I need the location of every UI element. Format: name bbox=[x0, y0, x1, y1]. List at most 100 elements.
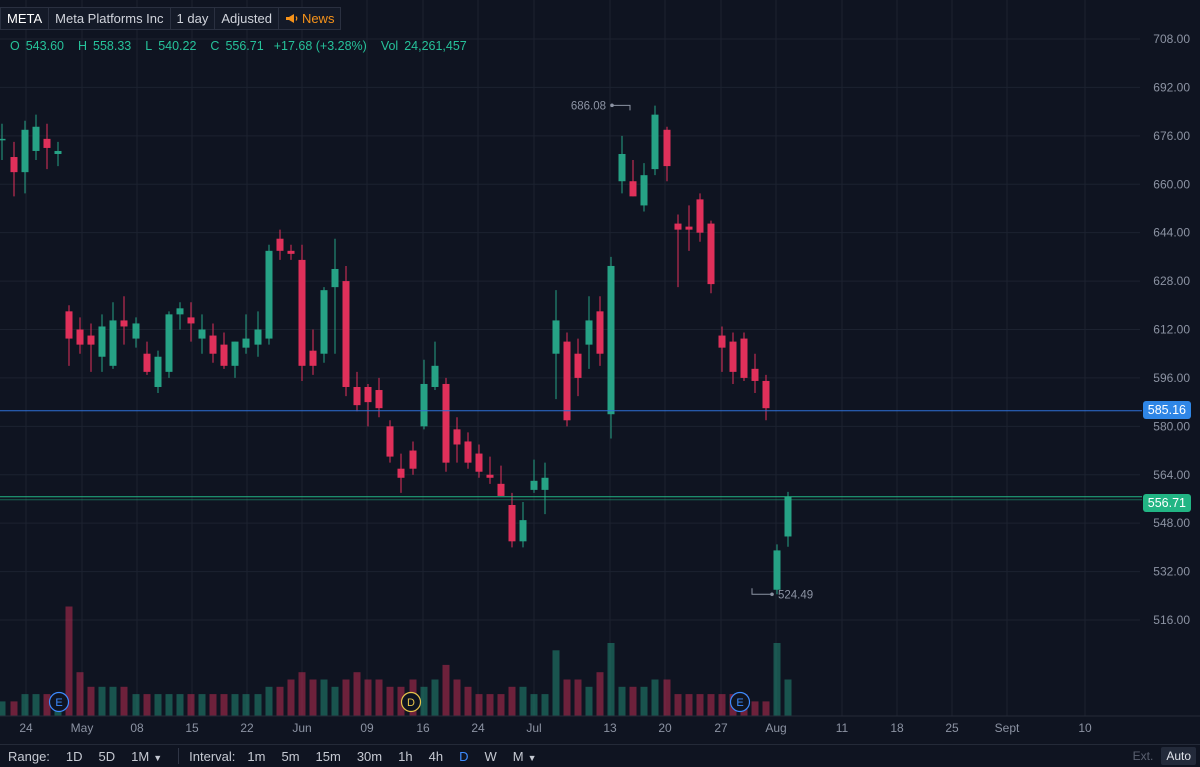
interval-30m[interactable]: 30m bbox=[356, 748, 383, 764]
interval-1h[interactable]: 1h bbox=[398, 748, 413, 764]
grid bbox=[0, 0, 1140, 716]
volume-bar bbox=[132, 694, 140, 716]
annotations: 686.08 524.49 bbox=[571, 100, 813, 601]
volume-bar bbox=[76, 672, 84, 716]
volume-bar bbox=[762, 701, 770, 716]
volume-bar bbox=[574, 679, 582, 716]
candle-body bbox=[442, 383, 450, 463]
x-tick-label: Aug bbox=[765, 721, 786, 735]
candle-body bbox=[508, 505, 516, 542]
candle-body bbox=[486, 474, 494, 478]
x-tick-label: 10 bbox=[1078, 721, 1092, 735]
candle-body bbox=[21, 129, 29, 173]
volume-bar bbox=[651, 679, 659, 716]
x-tick-label: 08 bbox=[130, 721, 144, 735]
interval-d[interactable]: D bbox=[459, 748, 469, 764]
volume-bar bbox=[176, 694, 184, 716]
volume-bar bbox=[508, 686, 516, 716]
volume-bar bbox=[464, 686, 472, 716]
candle-body bbox=[607, 265, 615, 415]
x-tick-label: Jul bbox=[526, 721, 541, 735]
candle-body bbox=[751, 368, 759, 381]
candle-body bbox=[762, 380, 770, 409]
volume-bar bbox=[32, 694, 40, 716]
candles bbox=[0, 105, 792, 595]
volume-bar bbox=[751, 701, 759, 716]
volume-bar bbox=[320, 679, 328, 716]
candle-body bbox=[596, 311, 604, 354]
volume-bar bbox=[298, 672, 306, 716]
volume-bar bbox=[563, 679, 571, 716]
candle-body bbox=[420, 383, 428, 427]
y-tick-label: 612.00 bbox=[1153, 323, 1190, 337]
volume-bar bbox=[685, 694, 693, 716]
company-name: Meta Platforms Inc bbox=[49, 6, 171, 30]
news-button[interactable]: News bbox=[278, 6, 342, 30]
volume-bar bbox=[265, 686, 273, 716]
candle-body bbox=[629, 181, 637, 197]
candle-body bbox=[397, 468, 405, 478]
candle-body bbox=[287, 250, 295, 254]
range-5d[interactable]: 5D bbox=[98, 748, 116, 764]
high-marker-line bbox=[612, 104, 631, 111]
low-marker-line bbox=[751, 588, 772, 595]
candle-body bbox=[519, 520, 527, 542]
candle-body bbox=[696, 199, 704, 233]
x-tick-label: 11 bbox=[836, 721, 849, 735]
x-tick-label: 27 bbox=[714, 721, 728, 735]
candle-body bbox=[574, 353, 582, 378]
candle-body bbox=[309, 350, 317, 366]
candle-body bbox=[109, 320, 117, 366]
volume-bar bbox=[10, 701, 18, 716]
volume-bar bbox=[475, 694, 483, 716]
candle-body bbox=[0, 138, 6, 141]
interval-m-label: M bbox=[512, 748, 524, 764]
volume-bar bbox=[640, 686, 648, 716]
volume-bar bbox=[43, 694, 51, 716]
interval-4h[interactable]: 4h bbox=[428, 748, 444, 764]
range-1m[interactable]: 1M ▼ bbox=[131, 749, 162, 764]
x-tick-label: 20 bbox=[658, 721, 672, 735]
ohlc-legend: O 543.60 H 558.33 L 540.22 C 556.71 +17.68 (… bbox=[10, 39, 467, 53]
interval-label[interactable]: 1 day bbox=[170, 6, 216, 30]
candle-body bbox=[76, 329, 84, 345]
symbol-label[interactable]: META bbox=[0, 6, 50, 30]
bottom-toolbar: Range: 1D 5D 1M ▼ Interval: 1m 5m 15m 30m… bbox=[0, 744, 1200, 767]
volume-bar bbox=[209, 694, 217, 716]
interval-5m[interactable]: 5m bbox=[281, 748, 300, 764]
volume-bar bbox=[707, 694, 715, 716]
volume-bar bbox=[353, 672, 361, 716]
range-label: Range: bbox=[8, 748, 50, 764]
event-marker-icon bbox=[400, 691, 422, 713]
auto-button[interactable]: Auto bbox=[1161, 747, 1196, 765]
event-marker-label: D bbox=[407, 697, 415, 709]
volume-bar bbox=[231, 694, 239, 716]
candle-body bbox=[176, 308, 184, 315]
candle-body bbox=[431, 365, 439, 387]
y-tick-label: 692.00 bbox=[1153, 80, 1190, 94]
high-value: 558.33 bbox=[93, 39, 132, 53]
interval-1m[interactable]: 1m bbox=[247, 748, 266, 764]
candle-body bbox=[773, 550, 781, 590]
candle-body bbox=[640, 175, 648, 206]
interval-w[interactable]: W bbox=[484, 748, 497, 764]
event-marker-icon bbox=[729, 691, 751, 713]
low-label: L bbox=[145, 39, 153, 53]
volume-bars bbox=[0, 606, 792, 716]
candle-body bbox=[784, 496, 792, 537]
adjustment-label[interactable]: Adjusted bbox=[215, 6, 279, 30]
candle-body bbox=[674, 223, 682, 230]
candle-body bbox=[320, 290, 328, 354]
y-tick-label: 676.00 bbox=[1153, 129, 1190, 143]
x-tick-label: 16 bbox=[416, 721, 430, 735]
interval-15m[interactable]: 15m bbox=[315, 748, 341, 764]
ext-button[interactable]: Ext. bbox=[1132, 749, 1154, 763]
candle-body bbox=[618, 153, 626, 182]
candle-body bbox=[453, 429, 461, 445]
candle-body bbox=[231, 341, 239, 366]
interval-m[interactable]: M ▼ bbox=[513, 749, 537, 764]
range-1d[interactable]: 1D bbox=[65, 748, 83, 764]
volume-bar bbox=[198, 694, 206, 716]
candle-body bbox=[651, 114, 659, 170]
